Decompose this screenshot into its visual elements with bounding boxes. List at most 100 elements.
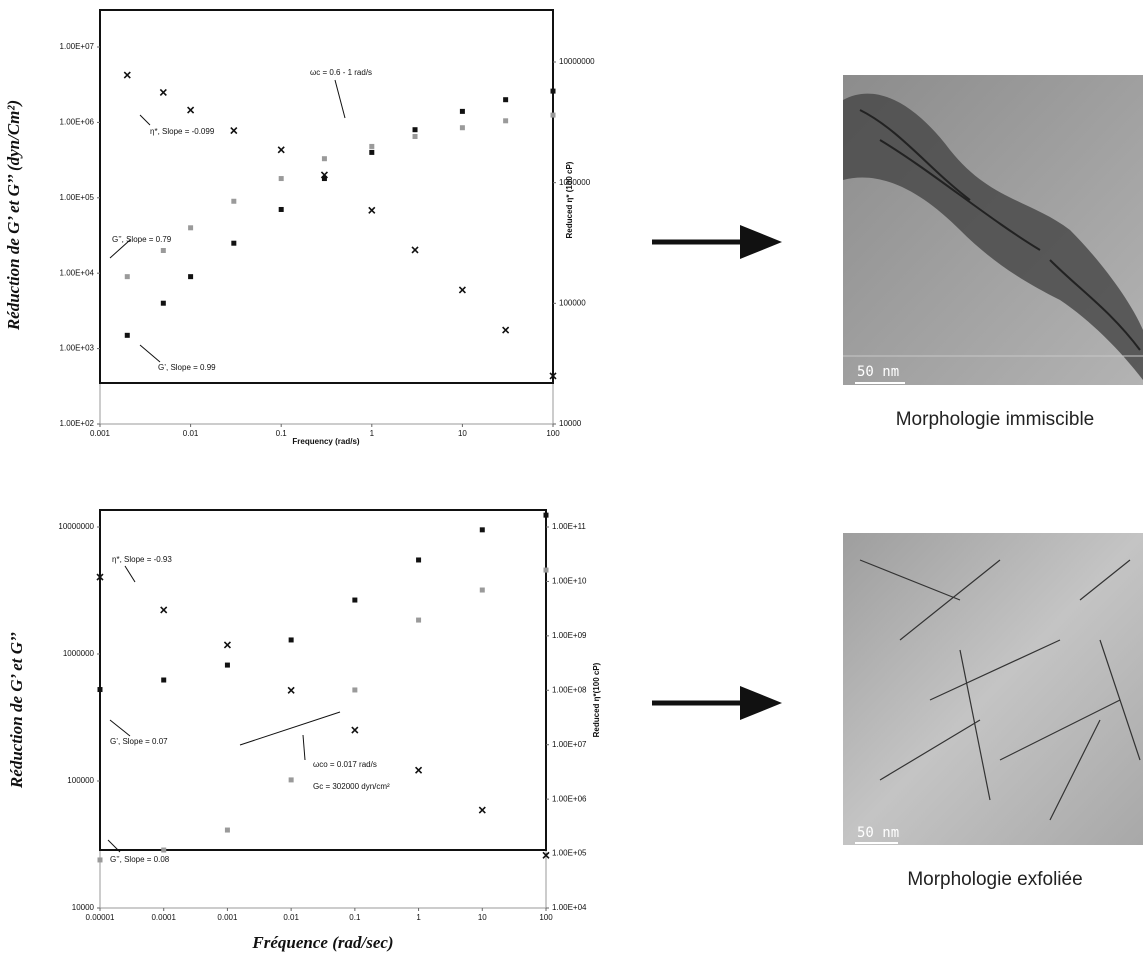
data-point [289,777,294,782]
data-point [369,207,375,213]
x-tick-label: 0.01 [283,913,299,922]
data-point [98,687,103,692]
scale-label: 50 nm [857,825,899,841]
data-point [225,828,230,833]
x-axis-title: Fréquence (rad/sec) [251,933,393,952]
data-point [460,125,465,130]
data-point [544,568,549,573]
data-point [161,248,166,253]
data-point [416,557,421,562]
data-point [279,176,284,181]
y-axis-title: Réduction de G’ et G’’ (dyn/Cm²) [4,100,23,331]
data-point [160,89,166,95]
annotation-arrow [125,566,135,582]
y-tick-label: 1.00E+06 [60,118,95,127]
data-point [125,274,130,279]
data-point [288,687,294,693]
data-point [413,127,418,132]
data-point [161,678,166,683]
y-tick-label: 100000 [67,776,94,785]
y-tick-label: 1.00E+07 [60,42,95,51]
y-tick-label: 10000000 [58,522,94,531]
caption: Morphologie immiscible [896,409,1095,430]
data-point [352,727,358,733]
y2-tick-label: 10000000 [559,57,595,66]
annotation-arrow [303,735,305,760]
x-tick-label: 0.00001 [86,913,115,922]
y-tick-label: 1000000 [63,649,95,658]
y-tick-label: 1.00E+03 [60,344,95,353]
annotation: Gc = 302000 dyn/cm² [313,782,390,791]
figure: 50 nm Morphologie immiscible 50 nm Morph… [0,0,1143,962]
data-point [188,107,194,113]
data-point [480,588,485,593]
y-tick-label: 1.00E+04 [60,268,95,277]
data-point [480,527,485,532]
data-point [322,156,327,161]
y2-tick-label: 1.00E+10 [552,577,587,586]
x-tick-label: 0.001 [217,913,238,922]
x-tick-label: 1 [416,913,421,922]
data-point [503,97,508,102]
data-point [231,241,236,246]
annotation: G’, Slope = 0.07 [110,737,168,746]
data-point [225,663,230,668]
y2-tick-label: 1000000 [559,178,591,187]
data-point [479,807,485,813]
data-point [544,513,549,518]
y2-tick-label: 10000 [559,419,582,428]
data-point [289,637,294,642]
data-point [369,150,374,155]
y2-tick-label: 100000 [559,298,586,307]
data-point [125,333,130,338]
y2-tick-label: 1.00E+08 [552,685,587,694]
annotation: G’, Slope = 0.99 [158,363,216,372]
x-tick-label: 100 [546,429,560,438]
data-point [551,89,556,94]
data-point [278,147,284,153]
x-tick-label: 100 [539,913,553,922]
annotation: η*, Slope = -0.93 [112,555,172,564]
data-point [279,207,284,212]
data-point [188,274,193,279]
y2-tick-label: 1.00E+07 [552,740,587,749]
data-point [412,247,418,253]
annotation: η*, Slope = -0.099 [150,127,215,136]
data-point [352,598,357,603]
x-tick-label: 10 [458,429,467,438]
data-point [460,109,465,114]
annotation-arrow [240,712,340,745]
x-axis-title: Frequency (rad/s) [292,437,359,446]
annotation-arrow [140,345,160,362]
tem-image: 50 nm [843,75,1143,385]
annotation: ωco = 0.017 rad/s [313,760,377,769]
data-point [98,857,103,862]
data-point [416,767,422,773]
data-point [161,301,166,306]
annotation-arrow [335,80,345,118]
data-point [161,607,167,613]
data-point [503,118,508,123]
scale-label: 50 nm [857,364,899,380]
y2-axis-title: Reduced η* (100 cP) [565,161,574,238]
y2-tick-label: 1.00E+11 [552,522,586,531]
x-tick-label: 0.1 [349,913,361,922]
x-tick-label: 1 [370,429,375,438]
y2-tick-label: 1.00E+05 [552,849,587,858]
annotation: G’’, Slope = 0.79 [112,235,172,244]
arrow [652,686,782,720]
annotation: ωc = 0.6 - 1 rad/s [310,68,372,77]
annotation: G’’, Slope = 0.08 [110,855,170,864]
tem-image: 50 nm [843,533,1143,845]
data-point [551,113,556,118]
y2-axis-title: Reduced η*(100 cP) [592,662,601,737]
y-axis-title: Réduction de G’ et G’’ [7,632,26,789]
plot-frame [100,10,553,383]
x-tick-label: 10 [478,913,487,922]
x-tick-label: 0.01 [183,429,199,438]
data-point [124,72,130,78]
y2-tick-label: 1.00E+04 [552,903,587,912]
data-point [503,327,509,333]
x-tick-label: 0.001 [90,429,111,438]
annotation-arrow [140,115,150,125]
